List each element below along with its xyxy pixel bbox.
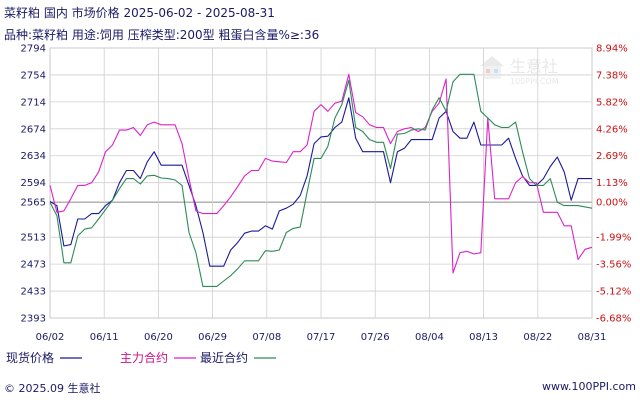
y-tick-right: -5.12% [596,287,631,298]
y-tick-right: 2.69% [596,151,628,162]
y-tick-left: 2565 [21,198,46,209]
y-tick-left: 2473 [21,260,46,271]
y-tick-left: 2754 [21,70,46,81]
x-tick: 08/13 [469,332,498,343]
y-tick-right: 4.26% [596,124,628,135]
y-tick-right: -6.68% [596,314,631,325]
x-tick: 06/02 [36,332,65,343]
y-tick-right: 5.82% [596,97,628,108]
x-tick: 06/20 [144,332,173,343]
y-tick-left: 2594 [21,178,46,189]
footer-copyright: © 2025.09 生意社 [4,382,101,395]
legend-main-contract-label: 主力合约 [120,350,168,365]
x-tick: 07/17 [307,332,336,343]
x-tick: 08/22 [523,332,552,343]
y-tick-right: -3.56% [596,260,631,271]
y-tick-left: 2794 [21,44,46,55]
watermark-logo: 生意社 100PPI.COM [480,56,559,86]
x-tick: 06/29 [198,332,227,343]
legend-recent-contract-label: 最近合约 [200,350,248,365]
chart-subtitle: 品种:菜籽粕 用途:饲用 压榨类型:200型 粗蛋白含量%≥:36 [4,28,320,42]
y-tick-left: 2433 [21,287,46,298]
y-tick-left: 2634 [21,151,46,162]
series-line-1 [49,97,592,267]
legend: 现货价格 主力合约 最近合约 [6,350,276,365]
x-tick: 07/08 [252,332,281,343]
y-tick-right: 0.00% [596,198,628,209]
house-icon [480,56,504,79]
footer-website: www.100PPI.com [542,380,636,393]
y-tick-right: 8.94% [596,44,628,55]
axis-layer: 2794 8.94% 2754 7.38% 2714 5.82% 2674 4.26% 2634… [21,44,632,344]
x-tick: 07/26 [361,332,390,343]
y-tick-right: 7.38% [596,70,628,81]
y-tick-left: 2393 [21,314,46,325]
series-line-2 [49,73,593,274]
y-tick-left: 2714 [21,97,46,108]
chart-title: 菜籽粕 国内 市场价格 2025-06-02 - 2025-08-31 [4,6,275,20]
y-tick-left: 2674 [21,124,46,135]
watermark-name: 生意社 [510,57,558,76]
x-tick: 08/04 [415,332,444,343]
x-tick: 06/11 [90,332,119,343]
series-layer [49,73,593,287]
y-tick-right: 1.13% [596,178,628,189]
grid-layer [49,47,593,319]
watermark-url: 100PPI.COM [510,77,559,86]
legend-spot-label: 现货价格 [6,350,54,365]
series-line-3 [49,73,593,287]
y-tick-left: 2513 [21,233,46,244]
y-tick-right: -1.99% [596,233,631,244]
x-tick: 08/31 [578,332,607,343]
